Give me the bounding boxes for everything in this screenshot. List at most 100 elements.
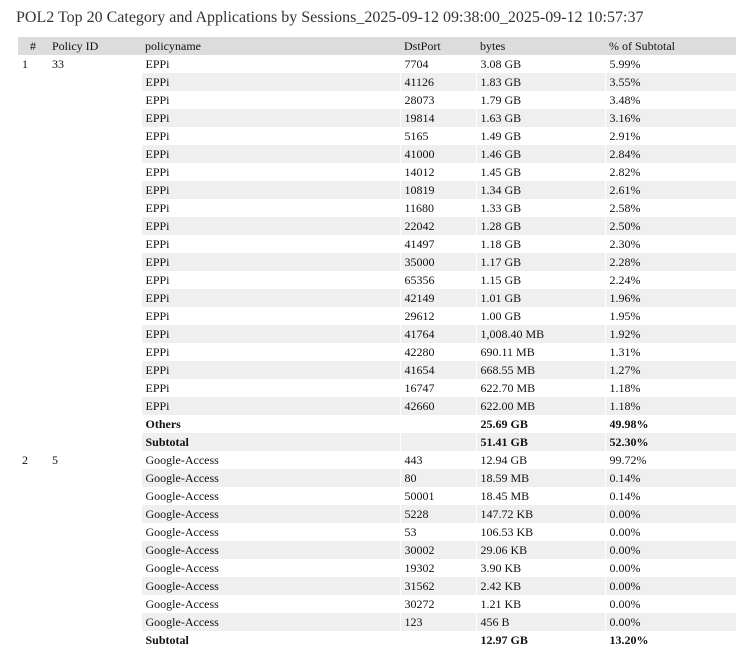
- cell-dstport: 11680: [399, 199, 476, 217]
- cell-policyname: EPPi: [140, 307, 400, 325]
- cell-dstport: 41764: [399, 325, 476, 343]
- cell-dstport: 22042: [399, 217, 476, 235]
- cell-bytes: 1.83 GB: [475, 73, 605, 91]
- cell-policyname: Google-Access: [140, 541, 400, 559]
- column-header-bytes[interactable]: bytes: [476, 37, 605, 55]
- report-title: POL2 Top 20 Category and Applications by…: [16, 9, 644, 26]
- table-row: 2 5 Google-Access 443 12.94 GB 99.72%: [18, 451, 736, 469]
- cell-bytes: 690.11 MB: [475, 343, 605, 361]
- cell-dstport: 42660: [399, 397, 476, 415]
- cell-percent: 0.00%: [604, 541, 736, 559]
- cell-policyname: EPPi: [140, 127, 400, 145]
- cell-bytes: 1.28 GB: [475, 217, 605, 235]
- cell-policyname: EPPi: [140, 271, 400, 289]
- column-header-percent-of-subtotal[interactable]: % of Subtotal: [605, 37, 736, 55]
- column-header-index[interactable]: #: [18, 37, 48, 55]
- group-index: 1: [22, 57, 28, 71]
- cell-percent: 2.30%: [604, 235, 736, 253]
- cell-bytes: 668.55 MB: [475, 361, 605, 379]
- cell-dstport: 42280: [399, 343, 476, 361]
- cell-policyname: EPPi: [140, 145, 400, 163]
- cell-percent: 0.00%: [604, 595, 736, 613]
- cell-bytes: 18.59 MB: [475, 469, 605, 487]
- table-row: EPPi 41000 1.46 GB 2.84%: [18, 145, 736, 163]
- cell-bytes: 1.15 GB: [475, 271, 605, 289]
- table-row: EPPi 11680 1.33 GB 2.58%: [18, 199, 736, 217]
- subtotal-dstport: [399, 433, 476, 451]
- cell-bytes: 1.18 GB: [475, 235, 605, 253]
- cell-dstport: 53: [399, 523, 476, 541]
- subtotal-label: Subtotal: [140, 631, 400, 649]
- table-row: Google-Access 50001 18.45 MB 0.14%: [18, 487, 736, 505]
- subtotal-row: Subtotal 51.41 GB 52.30%: [18, 433, 736, 451]
- cell-bytes: 147.72 KB: [475, 505, 605, 523]
- cell-bytes: 456 B: [475, 613, 605, 631]
- cell-percent: 0.00%: [604, 613, 736, 631]
- cell-dstport: 14012: [399, 163, 476, 181]
- cell-bytes: 1.17 GB: [475, 253, 605, 271]
- cell-bytes: 1.45 GB: [475, 163, 605, 181]
- cell-dstport: 123: [399, 613, 476, 631]
- cell-percent: 0.00%: [604, 577, 736, 595]
- cell-dstport: 7704: [399, 55, 476, 73]
- table-row: Google-Access 5228 147.72 KB 0.00%: [18, 505, 736, 523]
- cell-policyname: Google-Access: [140, 451, 400, 469]
- table-row: Google-Access 80 18.59 MB 0.14%: [18, 469, 736, 487]
- column-header-policyname[interactable]: policyname: [141, 37, 400, 55]
- table-row: EPPi 16747 622.70 MB 1.18%: [18, 379, 736, 397]
- subtotal-bytes: 12.97 GB: [475, 631, 605, 649]
- cell-percent: 2.50%: [604, 217, 736, 235]
- cell-policyname: EPPi: [140, 217, 400, 235]
- cell-percent: 1.31%: [604, 343, 736, 361]
- cell-percent: 0.00%: [604, 505, 736, 523]
- subtotal-percent: 13.20%: [604, 631, 736, 649]
- cell-percent: 1.96%: [604, 289, 736, 307]
- cell-dstport: 41497: [399, 235, 476, 253]
- cell-bytes: 1.01 GB: [475, 289, 605, 307]
- table-row: 1 33 EPPi 7704 3.08 GB 5.99%: [18, 55, 736, 73]
- column-header-dstport[interactable]: DstPort: [400, 37, 476, 55]
- cell-bytes: 29.06 KB: [475, 541, 605, 559]
- cell-policyname: EPPi: [140, 289, 400, 307]
- cell-policyname: EPPi: [140, 361, 400, 379]
- table-row: EPPi 41126 1.83 GB 3.55%: [18, 73, 736, 91]
- cell-policyname: EPPi: [140, 199, 400, 217]
- cell-percent: 0.00%: [604, 559, 736, 577]
- cell-policyname: EPPi: [140, 91, 400, 109]
- cell-percent: 99.72%: [604, 451, 736, 469]
- cell-percent: 1.27%: [604, 361, 736, 379]
- cell-percent: 1.95%: [604, 307, 736, 325]
- subtotal-dstport: [399, 631, 476, 649]
- cell-bytes: 18.45 MB: [475, 487, 605, 505]
- cell-policyname: Google-Access: [140, 577, 400, 595]
- column-header-policy-id[interactable]: Policy ID: [48, 37, 141, 55]
- cell-percent: 2.91%: [604, 127, 736, 145]
- cell-bytes: 1.79 GB: [475, 91, 605, 109]
- table-row: EPPi 19814 1.63 GB 3.16%: [18, 109, 736, 127]
- table-row: Google-Access 30272 1.21 KB 0.00%: [18, 595, 736, 613]
- table-row: EPPi 5165 1.49 GB 2.91%: [18, 127, 736, 145]
- cell-dstport: 443: [399, 451, 476, 469]
- cell-dstport: 42149: [399, 289, 476, 307]
- cell-dstport: 41000: [399, 145, 476, 163]
- cell-percent: 5.99%: [604, 55, 736, 73]
- table-header-row: # Policy ID policyname DstPort bytes % o…: [18, 37, 736, 55]
- cell-dstport: 5228: [399, 505, 476, 523]
- cell-policyname: Google-Access: [140, 613, 400, 631]
- cell-dstport: 31562: [399, 577, 476, 595]
- cell-bytes: 106.53 KB: [475, 523, 605, 541]
- cell-dstport: 41654: [399, 361, 476, 379]
- cell-percent: 1.92%: [604, 325, 736, 343]
- subtotal-percent: 52.30%: [604, 433, 736, 451]
- cell-dstport: 29612: [399, 307, 476, 325]
- table-row: Google-Access 53 106.53 KB 0.00%: [18, 523, 736, 541]
- cell-bytes: 622.70 MB: [475, 379, 605, 397]
- cell-percent: 1.18%: [604, 379, 736, 397]
- cell-policyname: EPPi: [140, 325, 400, 343]
- cell-percent: 0.14%: [604, 469, 736, 487]
- table-row: EPPi 41497 1.18 GB 2.30%: [18, 235, 736, 253]
- cell-dstport: 30002: [399, 541, 476, 559]
- cell-percent: 3.48%: [604, 91, 736, 109]
- subtotal-bytes: 51.41 GB: [475, 433, 605, 451]
- cell-dstport: 80: [399, 469, 476, 487]
